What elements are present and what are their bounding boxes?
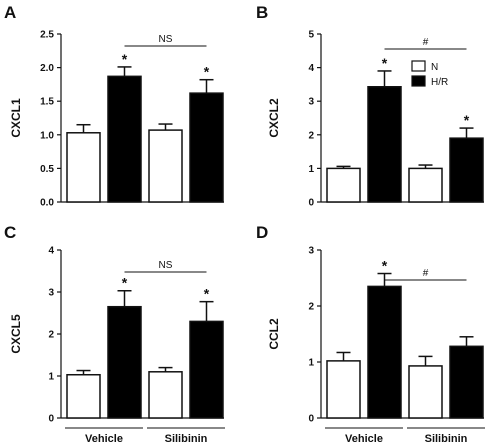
y-tick-label: 0 (48, 414, 54, 425)
y-tick-label: 1.5 (40, 97, 54, 108)
y-axis-label: CXCL5 (9, 314, 23, 354)
comparison-label: # (423, 37, 429, 48)
bar-hr-silibinin (189, 320, 224, 419)
y-tick-label: 2.5 (40, 30, 54, 41)
group-label-silibinin: Silibinin (165, 433, 208, 445)
y-tick-label: 1 (48, 372, 54, 383)
significance-star: * (382, 55, 388, 71)
panel-letter: B (256, 3, 268, 22)
y-axis-label: CXCL2 (267, 98, 281, 138)
group-label-silibinin: Silibinin (425, 433, 468, 445)
bar-n-vehicle (66, 373, 101, 419)
y-tick-label: 5 (308, 30, 314, 41)
panel-letter: A (4, 3, 16, 22)
y-tick-label: 0 (308, 414, 314, 425)
y-tick-label: 4 (308, 63, 314, 74)
significance-star: * (464, 112, 470, 128)
significance-star: * (122, 275, 128, 291)
group-label-vehicle: Vehicle (85, 433, 123, 445)
legend-swatch-hr (411, 75, 426, 87)
y-tick-label: 4 (48, 246, 54, 257)
comparison-label: NS (159, 34, 173, 45)
bar-n-silibinin (408, 365, 443, 419)
y-tick-label: 0.5 (40, 164, 54, 175)
y-tick-label: 0.0 (40, 198, 54, 209)
legend-swatch-n (411, 60, 426, 72)
y-tick-label: 2.0 (40, 63, 54, 74)
y-tick-label: 1 (308, 164, 314, 175)
bar-n-silibinin (148, 371, 183, 419)
bar-n-silibinin (408, 167, 443, 203)
bar-n-vehicle (66, 132, 101, 203)
y-tick-label: 1 (308, 358, 314, 369)
y-axis-label: CXCL1 (9, 98, 23, 138)
group-label-vehicle: Vehicle (345, 433, 383, 445)
comparison-label: NS (159, 260, 173, 271)
bar-hr-vehicle (367, 285, 402, 419)
legend-label: N (431, 62, 438, 73)
bar-hr-vehicle (107, 305, 142, 419)
bar-hr-vehicle (107, 75, 142, 203)
y-tick-label: 2 (48, 330, 54, 341)
panel-letter: D (256, 223, 268, 242)
chart-panel-d: D CCL2 0 1 2 3 * # Vehicle Silibinin (256, 223, 485, 445)
bar-n-vehicle (326, 167, 361, 203)
y-tick-label: 3 (308, 246, 314, 257)
bar-n-silibinin (148, 129, 183, 203)
comparison-label: # (423, 268, 429, 279)
y-tick-label: 1.0 (40, 130, 54, 141)
y-tick-label: 3 (308, 97, 314, 108)
y-tick-label: 2 (308, 130, 314, 141)
significance-star: * (382, 258, 388, 274)
y-tick-label: 0 (308, 198, 314, 209)
chart-panel-c: C CXCL5 0 1 2 3 4 * * NS Vehicle Silibinin (4, 223, 225, 445)
significance-star: * (204, 64, 210, 80)
panel-letter: C (4, 223, 16, 242)
bar-n-vehicle (326, 360, 361, 419)
y-tick-label: 3 (48, 288, 54, 299)
bar-hr-vehicle (367, 86, 402, 203)
significance-star: * (204, 286, 210, 302)
bar-hr-silibinin (449, 345, 484, 419)
y-tick-label: 2 (308, 302, 314, 313)
bar-hr-silibinin (189, 92, 224, 203)
chart-panel-b: B CXCL2 0 1 2 3 4 5 * * # N H/R (256, 3, 484, 209)
bar-hr-silibinin (449, 137, 484, 203)
y-axis-label: CCL2 (267, 318, 281, 350)
significance-star: * (122, 51, 128, 67)
legend-label: H/R (431, 77, 448, 88)
chart-panel-a: A CXCL1 0.0 0.5 1.0 1.5 2.0 2.5 * * NS (4, 3, 224, 209)
